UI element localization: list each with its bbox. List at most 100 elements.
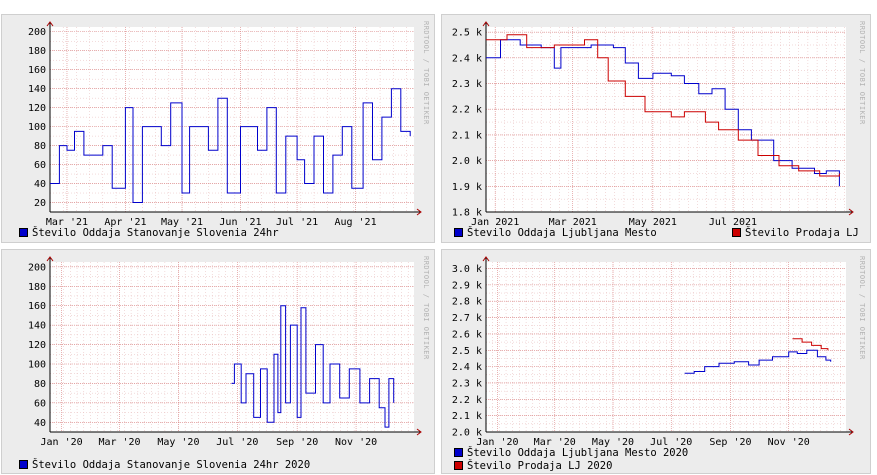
y-tick-label: 2.7 k <box>452 313 482 324</box>
y-tick-label: 2.5 k <box>452 346 482 357</box>
legend-4b: Število Prodaja LJ 2020 <box>454 460 612 472</box>
plot-area <box>486 27 846 212</box>
plot-area <box>486 262 846 432</box>
watermark: RRDTOOL / TOBI OETIKER <box>422 256 430 360</box>
y-axis-arrow <box>46 21 54 27</box>
legend-label: Število Oddaja Ljubljana Mesto 2020 <box>467 447 689 459</box>
watermark: RRDTOOL / TOBI OETIKER <box>422 21 430 125</box>
y-tick-label: 200 <box>28 27 46 38</box>
x-tick-label: Mar 2021 <box>549 217 597 228</box>
legend-swatch-red <box>454 461 463 470</box>
y-tick-label: 80 <box>34 141 46 152</box>
y-tick-label: 2.2 k <box>452 395 482 406</box>
legend-swatch-blue <box>19 460 28 469</box>
legend-2b: Število Prodaja LJ <box>732 227 859 239</box>
y-tick-label: 2.8 k <box>452 297 482 308</box>
chart-panel-1: 20 40 60 80 100 120 140 160 180 200 Mar '21 Apr '21… <box>1 14 435 243</box>
y-tick-label: 140 <box>28 84 46 95</box>
legend-label: Število Oddaja Stanovanje Slovenia 24hr … <box>32 459 311 471</box>
y-tick-label: 2.4 k <box>452 362 482 373</box>
y-tick-label: 2.1 k <box>452 130 482 141</box>
y-tick-label: 120 <box>28 340 46 351</box>
legend-swatch-red <box>732 228 741 237</box>
chart-1-svg: 20 40 60 80 100 120 140 160 180 200 Mar '21 Apr '21… <box>28 21 422 228</box>
y-tick-label: 2.5 k <box>452 28 482 39</box>
y-tick-label: 100 <box>28 360 46 371</box>
x-axis-arrow <box>416 428 422 436</box>
series-line <box>231 305 395 428</box>
legend-2a: Število Oddaja Ljubljana Mesto <box>454 227 657 239</box>
y-tick-label: 2.6 k <box>452 329 482 340</box>
legend-label: Število Prodaja LJ <box>745 227 859 239</box>
x-tick-label: Jul 2021 <box>709 217 757 228</box>
y-tick-label: 2.2 k <box>452 105 482 116</box>
x-axis-arrow <box>848 208 854 216</box>
chart-panel-2: 1.8 k 1.9 k 2.0 k 2.1 k 2.2 k 2.3 k 2.4 k 2.5 k… <box>441 14 871 243</box>
series-line <box>486 34 840 177</box>
legend-label: Število Oddaja Stanovanje Slovenia 24hr <box>32 227 279 239</box>
x-tick-label: May '20 <box>592 437 634 448</box>
y-tick-label: 2.1 k <box>452 411 482 422</box>
x-tick-label: Apr '21 <box>104 217 146 228</box>
x-tick-label: Sep '20 <box>276 437 318 448</box>
y-tick-label: 60 <box>34 160 46 171</box>
y-tick-label: 2.4 k <box>452 53 482 64</box>
y-axis-arrow <box>482 256 490 262</box>
y-tick-label: 3.0 k <box>452 264 482 275</box>
x-tick-label: Mar '21 <box>46 217 88 228</box>
watermark: RRDTOOL / TOBI OETIKER <box>858 21 866 125</box>
y-tick-label: 140 <box>28 321 46 332</box>
plot-area <box>50 27 414 212</box>
y-tick-label: 20 <box>34 198 46 209</box>
chart-3-svg: 40 60 80 100 120 140 160 180 200 Jan '20 Mar '20 Ma… <box>28 256 422 448</box>
x-axis-arrow <box>848 428 854 436</box>
y-tick-label: 180 <box>28 282 46 293</box>
watermark: RRDTOOL / TOBI OETIKER <box>858 256 866 360</box>
series-line <box>50 88 411 203</box>
y-tick-label: 120 <box>28 103 46 114</box>
chart-4-svg: 2.0 k 2.1 k 2.2 k 2.3 k 2.4 k 2.5 k 2.6 k 2.7 k… <box>452 256 854 448</box>
series-line <box>486 39 840 187</box>
x-tick-label: Mar '20 <box>534 437 576 448</box>
y-tick-label: 160 <box>28 65 46 76</box>
series-line <box>792 338 829 351</box>
y-tick-label: 60 <box>34 398 46 409</box>
x-tick-label: Jul '20 <box>650 437 692 448</box>
x-tick-label: Aug '21 <box>334 217 376 228</box>
x-axis-arrow <box>416 208 422 216</box>
legend-4a: Število Oddaja Ljubljana Mesto 2020 <box>454 447 688 459</box>
legend-label: Število Oddaja Ljubljana Mesto <box>467 227 657 239</box>
chart-panel-4: 2.0 k 2.1 k 2.2 k 2.3 k 2.4 k 2.5 k 2.6 k 2.7 k… <box>441 249 871 474</box>
y-axis-arrow <box>482 21 490 27</box>
chart-2-svg: 1.8 k 1.9 k 2.0 k 2.1 k 2.2 k 2.3 k 2.4 k 2.5 k… <box>452 21 854 228</box>
x-tick-label: Jan 2021 <box>471 217 519 228</box>
y-tick-label: 100 <box>28 122 46 133</box>
y-tick-label: 1.9 k <box>452 182 482 193</box>
y-tick-label: 2.3 k <box>452 79 482 90</box>
x-tick-label: May '20 <box>157 437 199 448</box>
y-tick-label: 2.9 k <box>452 280 482 291</box>
y-tick-label: 180 <box>28 46 46 57</box>
y-tick-label: 80 <box>34 379 46 390</box>
legend-swatch-blue <box>454 228 463 237</box>
x-tick-label: Nov '20 <box>768 437 810 448</box>
y-axis-arrow <box>46 256 54 262</box>
y-tick-label: 160 <box>28 301 46 312</box>
x-tick-label: Mar '20 <box>98 437 140 448</box>
legend-swatch-blue <box>454 448 463 457</box>
x-tick-label: May 2021 <box>629 217 677 228</box>
x-tick-label: Sep '20 <box>709 437 751 448</box>
x-tick-label: Jan '20 <box>41 437 83 448</box>
x-tick-label: Nov '20 <box>335 437 377 448</box>
x-tick-label: Jul '21 <box>276 217 318 228</box>
legend-3: Število Oddaja Stanovanje Slovenia 24hr … <box>19 459 310 471</box>
y-tick-label: 2.0 k <box>452 156 482 167</box>
x-tick-label: Jan '20 <box>476 437 518 448</box>
y-tick-label: 40 <box>34 179 46 190</box>
y-tick-label: 40 <box>34 418 46 429</box>
chart-panel-3: 40 60 80 100 120 140 160 180 200 Jan '20 Mar '20 Ma… <box>1 249 435 474</box>
x-tick-label: May '21 <box>161 217 203 228</box>
y-tick-label: 2.3 k <box>452 378 482 389</box>
legend-swatch-blue <box>19 228 28 237</box>
series-line <box>684 349 832 374</box>
